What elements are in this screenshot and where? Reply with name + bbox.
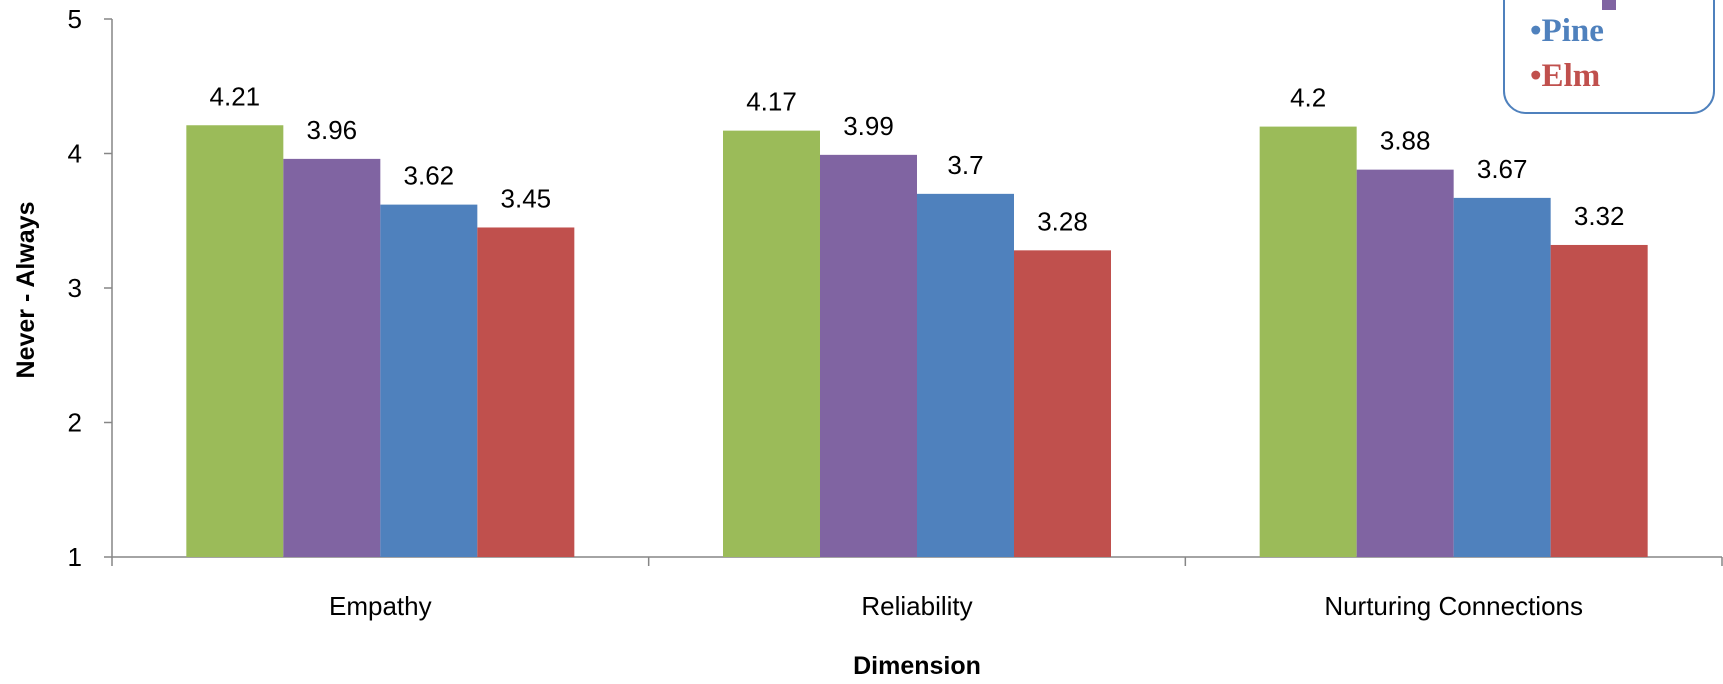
bar bbox=[477, 227, 575, 557]
category-label: Nurturing Connections bbox=[1324, 591, 1583, 621]
bar bbox=[380, 204, 478, 558]
bar bbox=[1453, 197, 1551, 557]
bar-value-label: 3.96 bbox=[307, 115, 358, 145]
bar bbox=[186, 125, 284, 557]
bars bbox=[186, 125, 1648, 558]
bar-value-label: 3.45 bbox=[501, 183, 552, 213]
bar bbox=[283, 158, 381, 557]
bar-value-label: 4.2 bbox=[1290, 83, 1326, 113]
category-label: Reliability bbox=[861, 591, 972, 621]
y-tick-label: 4 bbox=[68, 139, 82, 169]
legend-box bbox=[1503, 0, 1715, 114]
bar-value-label: 3.88 bbox=[1380, 126, 1431, 156]
y-tick-label: 3 bbox=[68, 273, 82, 303]
x-axis-title: Dimension bbox=[853, 652, 981, 679]
bar bbox=[1014, 250, 1111, 557]
y-tick-label: 1 bbox=[68, 542, 82, 572]
y-axis-title: Never - Always bbox=[12, 202, 40, 379]
bar-value-label: 4.17 bbox=[746, 87, 797, 117]
legend-entry: •Pine bbox=[1530, 13, 1604, 49]
bar-value-label: 4.21 bbox=[210, 81, 261, 111]
bar bbox=[723, 130, 820, 557]
bar bbox=[1259, 126, 1357, 557]
bar-value-label: 3.67 bbox=[1477, 154, 1528, 184]
y-tick-label: 2 bbox=[68, 408, 82, 438]
bar-labels: 4.21 3.96 3.62 3.45 4.17 3.99 3.7 3.28 4.2 3.88 3.… bbox=[210, 81, 1625, 236]
y-tick-label: 5 bbox=[68, 4, 82, 34]
legend-entry: •Elm bbox=[1530, 58, 1600, 94]
bar-value-label: 3.99 bbox=[843, 111, 894, 141]
legend: •Pine •Elm bbox=[1503, 0, 1715, 114]
bar bbox=[820, 154, 917, 557]
bar-value-label: 3.7 bbox=[947, 150, 983, 180]
bar bbox=[1356, 169, 1454, 557]
legend-clipped-glyph bbox=[1602, 0, 1616, 10]
bar bbox=[1550, 244, 1648, 557]
category-label: Empathy bbox=[329, 591, 432, 621]
bar-value-label: 3.62 bbox=[404, 161, 455, 191]
bar-value-label: 3.28 bbox=[1037, 206, 1088, 236]
category-labels: Empathy Reliability Nurturing Connections bbox=[329, 591, 1583, 621]
bar bbox=[917, 193, 1014, 557]
bar-value-label: 3.32 bbox=[1574, 201, 1625, 231]
